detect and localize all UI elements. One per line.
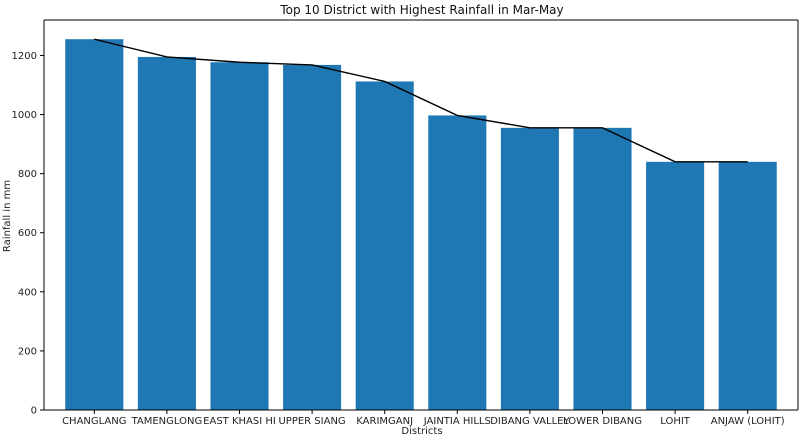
bar-0 bbox=[65, 39, 124, 411]
bar-2 bbox=[210, 62, 269, 410]
x-tick-label-2: EAST KHASI HI bbox=[203, 416, 276, 427]
y-ticks-group: 0 200 400 600 800 1000 1200 bbox=[12, 51, 44, 417]
bar-1 bbox=[137, 56, 196, 410]
x-tick-label-5: JAINTIA HILLS bbox=[423, 416, 491, 427]
axes-group bbox=[43, 19, 799, 411]
x-tick-label-9: ANJAW (LOHIT) bbox=[711, 416, 785, 427]
bars-group bbox=[65, 39, 777, 411]
y-tick-label-1: 200 bbox=[18, 346, 37, 357]
y-tick-label-6: 1200 bbox=[12, 51, 37, 62]
x-tick-label-8: LOHIT bbox=[660, 416, 691, 427]
y-tick-label-4: 800 bbox=[18, 169, 37, 180]
x-tick-label-0: CHANGLANG bbox=[62, 416, 126, 427]
bar-6 bbox=[500, 127, 559, 410]
chart-title: Top 10 District with Highest Rainfall in… bbox=[279, 3, 563, 17]
x-tick-label-4: KARIMGANJ bbox=[356, 416, 413, 427]
x-ticks-group: CHANGLANG TAMENGLONG EAST KHASI HI UPPER SI… bbox=[62, 410, 785, 427]
x-tick-label-1: TAMENGLONG bbox=[131, 416, 203, 427]
bar-3 bbox=[283, 64, 342, 410]
trend-line-group bbox=[94, 38, 748, 163]
y-tick-label-3: 600 bbox=[18, 228, 37, 239]
y-tick-label-2: 400 bbox=[18, 287, 37, 298]
x-tick-label-7: LOWER DIBANG bbox=[563, 416, 642, 427]
y-tick-label-5: 1000 bbox=[12, 110, 37, 121]
bar-5 bbox=[428, 115, 487, 410]
x-axis-title: Districts bbox=[401, 426, 442, 436]
x-tick-label-6: DIBANG VALLEY bbox=[490, 416, 570, 427]
bar-8 bbox=[646, 161, 705, 410]
bar-9 bbox=[718, 161, 777, 410]
y-axis-title: Rainfall in mm bbox=[2, 180, 13, 252]
trend-line bbox=[94, 38, 748, 163]
bar-7 bbox=[573, 127, 632, 410]
y-tick-label-0: 0 bbox=[31, 406, 37, 417]
x-tick-label-3: UPPER SIANG bbox=[278, 416, 345, 427]
bar-4 bbox=[355, 81, 414, 411]
